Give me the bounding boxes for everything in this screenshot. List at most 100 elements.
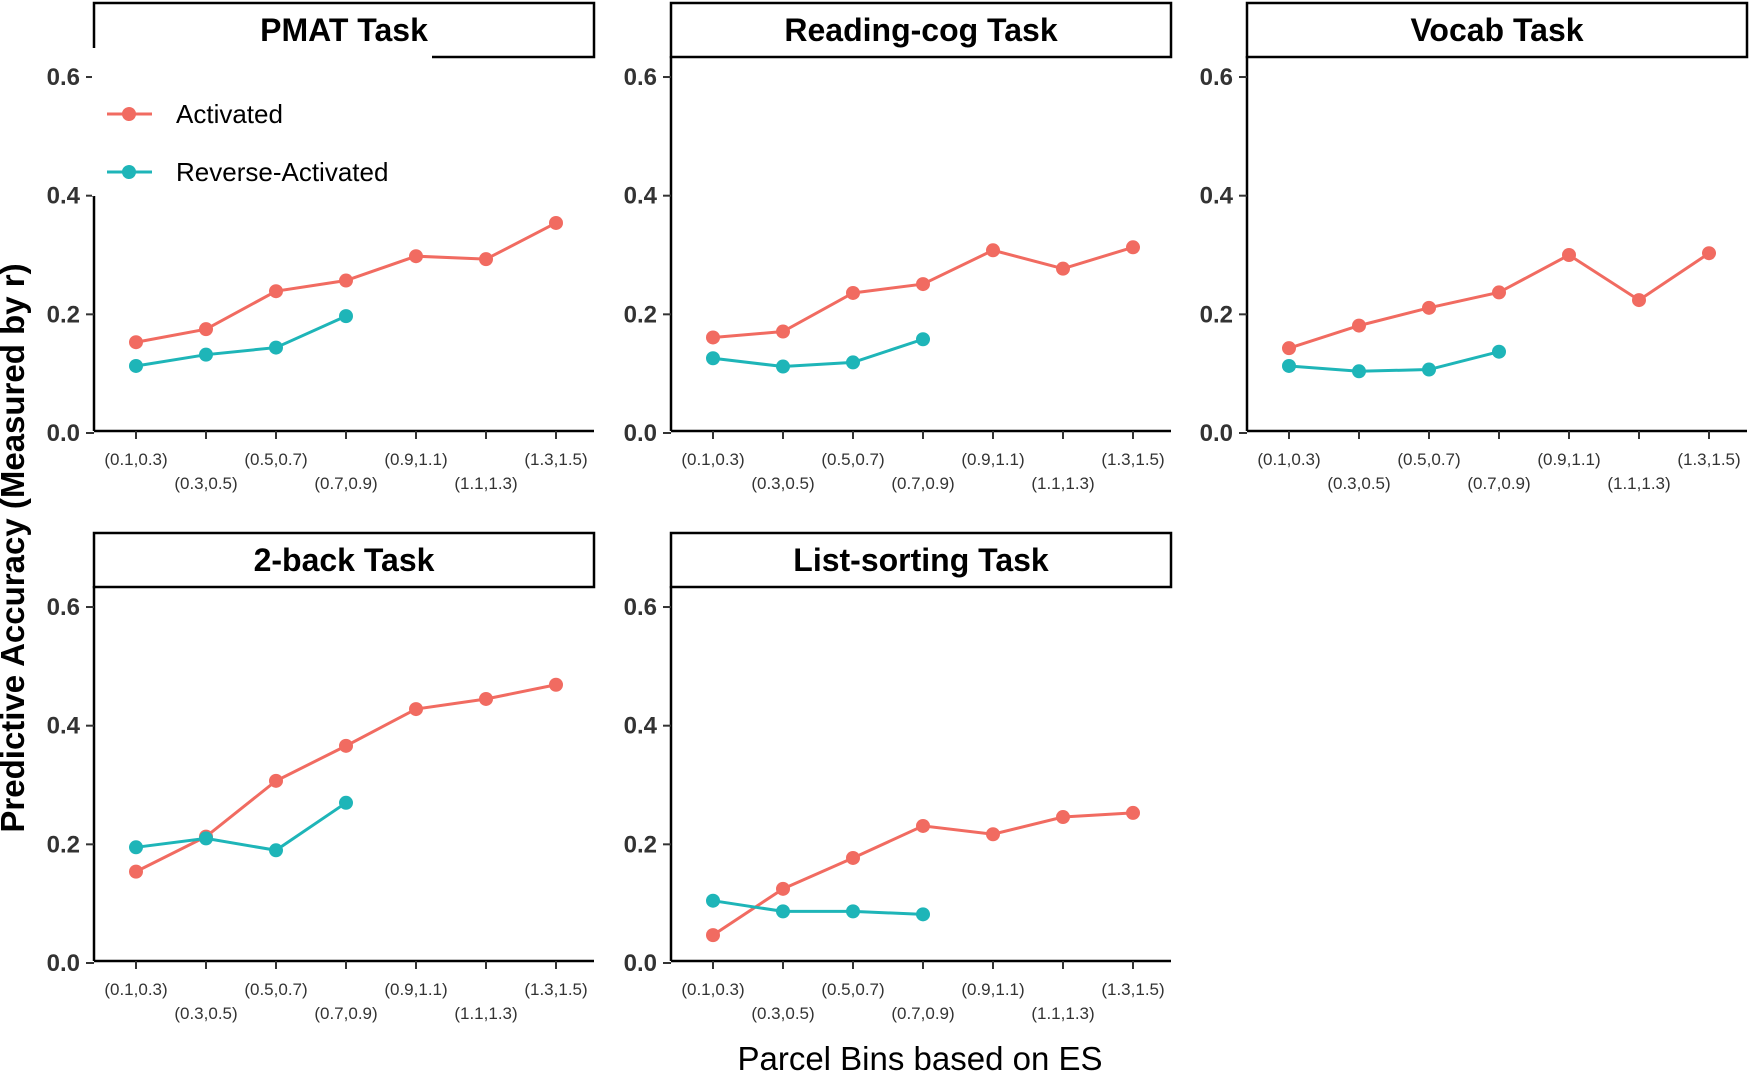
x-tick-label: (1.3,1.5) — [1101, 450, 1164, 469]
series-line-reverse-activated — [135, 314, 347, 368]
x-tick-label: (0.1,0.3) — [104, 450, 167, 469]
data-point — [916, 277, 930, 292]
series-line-reverse-activated — [1288, 350, 1500, 373]
data-point — [479, 252, 493, 267]
data-point — [986, 243, 1000, 258]
x-tick-label: (0.5,0.7) — [1397, 450, 1460, 469]
data-point — [199, 347, 213, 362]
x-tick-label: (1.1,1.3) — [1031, 1004, 1094, 1023]
data-point — [846, 904, 860, 919]
y-tick-label: 0.0 — [47, 950, 80, 977]
legend-key-point — [122, 107, 136, 121]
panel-title: 2-back Task — [254, 542, 435, 578]
data-point — [339, 309, 353, 324]
y-tick-label: 0.2 — [624, 831, 657, 858]
panel-title: Vocab Task — [1410, 12, 1583, 48]
data-point — [1492, 344, 1506, 359]
data-point — [1056, 261, 1070, 276]
x-tick-label: (0.3,0.5) — [1327, 474, 1390, 493]
x-tick-label: (1.3,1.5) — [524, 450, 587, 469]
data-point — [706, 893, 720, 908]
data-point — [776, 904, 790, 919]
data-point — [269, 284, 283, 299]
panel-title-strip — [1245, 1, 1749, 59]
y-tick-label: 0.4 — [624, 183, 658, 210]
data-point — [479, 691, 493, 706]
panel-title: List-sorting Task — [793, 542, 1049, 578]
x-tick-label: (0.5,0.7) — [244, 450, 307, 469]
panel-title-strip — [92, 531, 596, 589]
x-tick-label: (0.5,0.7) — [244, 980, 307, 999]
x-tick-label: (1.1,1.3) — [1607, 474, 1670, 493]
legend-label: Activated — [176, 99, 283, 129]
y-axis-title: Predictive Accuracy (Measured by r) — [0, 263, 31, 832]
data-point — [129, 335, 143, 350]
data-point — [1422, 362, 1436, 377]
data-point — [409, 249, 423, 264]
data-point — [1492, 285, 1506, 300]
series-line-activated — [1288, 251, 1710, 350]
data-point — [776, 881, 790, 896]
data-point — [1126, 805, 1140, 820]
x-tick-label: (0.7,0.9) — [314, 1004, 377, 1023]
legend-label: Reverse-Activated — [176, 157, 388, 187]
y-tick-label: 0.2 — [47, 301, 80, 328]
data-point — [129, 358, 143, 373]
x-tick-label: (0.5,0.7) — [821, 450, 884, 469]
data-point — [1352, 364, 1366, 379]
x-tick-label: (1.1,1.3) — [454, 474, 517, 493]
panel-4: 2-back Task 0.0 0.2 0.4 0.6 (0.1,0.3) (0.3,0.5… — [47, 531, 596, 1023]
data-point — [846, 850, 860, 865]
x-tick-label: (1.3,1.5) — [1101, 980, 1164, 999]
y-tick-label: 0.4 — [47, 183, 81, 210]
series-line-activated — [135, 683, 557, 873]
y-tick-label: 0.4 — [624, 713, 658, 740]
data-point — [339, 795, 353, 810]
panel-1: PMAT Task 0.0 0.2 0.4 0.6 (0.1,0.3) (0.3,0.5) (… — [47, 1, 596, 493]
panel-title-strip — [669, 531, 1173, 589]
data-point — [1282, 358, 1296, 373]
data-point — [409, 702, 423, 717]
y-tick-label: 0.6 — [624, 594, 657, 621]
x-tick-label: (0.5,0.7) — [821, 980, 884, 999]
x-tick-label: (0.1,0.3) — [1257, 450, 1320, 469]
data-point — [1632, 293, 1646, 308]
data-point — [986, 827, 1000, 842]
data-point — [1702, 246, 1716, 261]
panel-title: PMAT Task — [260, 12, 428, 48]
data-point — [776, 359, 790, 374]
data-point — [339, 738, 353, 753]
data-point — [706, 351, 720, 366]
data-point — [549, 677, 563, 692]
x-tick-label: (0.3,0.5) — [174, 1004, 237, 1023]
data-point — [1282, 341, 1296, 356]
series-line-reverse-activated — [135, 801, 347, 852]
y-tick-label: 0.2 — [624, 301, 657, 328]
data-point — [706, 928, 720, 943]
series-line-activated — [712, 245, 1134, 339]
data-point — [199, 322, 213, 337]
x-tick-label: (0.1,0.3) — [681, 450, 744, 469]
x-tick-label: (0.3,0.5) — [174, 474, 237, 493]
y-tick-label: 0.0 — [1200, 420, 1233, 447]
x-axis-title: Parcel Bins based on ES — [737, 1040, 1102, 1077]
legend-key-point — [122, 165, 136, 179]
x-tick-label: (1.3,1.5) — [524, 980, 587, 999]
data-point — [549, 215, 563, 230]
x-tick-label: (0.1,0.3) — [681, 980, 744, 999]
legend: Activated Reverse-Activated — [92, 48, 432, 196]
data-point — [339, 273, 353, 288]
data-point — [269, 340, 283, 355]
x-tick-label: (0.7,0.9) — [314, 474, 377, 493]
data-point — [129, 864, 143, 879]
data-point — [129, 840, 143, 855]
series-line-reverse-activated — [712, 899, 924, 916]
y-tick-label: 0.0 — [624, 420, 657, 447]
data-point — [1352, 318, 1366, 333]
y-tick-label: 0.0 — [47, 420, 80, 447]
x-tick-label: (0.1,0.3) — [104, 980, 167, 999]
y-tick-label: 0.6 — [1200, 64, 1233, 91]
y-tick-label: 0.0 — [624, 950, 657, 977]
x-tick-label: (0.9,1.1) — [1537, 450, 1600, 469]
